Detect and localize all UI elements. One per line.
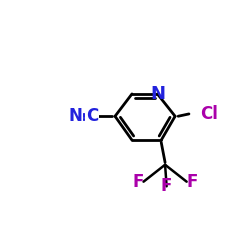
Text: F: F — [187, 173, 198, 191]
Text: N: N — [68, 107, 82, 125]
Text: F: F — [161, 177, 172, 195]
Text: F: F — [132, 173, 143, 191]
Text: N: N — [150, 85, 165, 103]
Text: C: C — [86, 107, 98, 125]
Text: Cl: Cl — [200, 105, 218, 123]
